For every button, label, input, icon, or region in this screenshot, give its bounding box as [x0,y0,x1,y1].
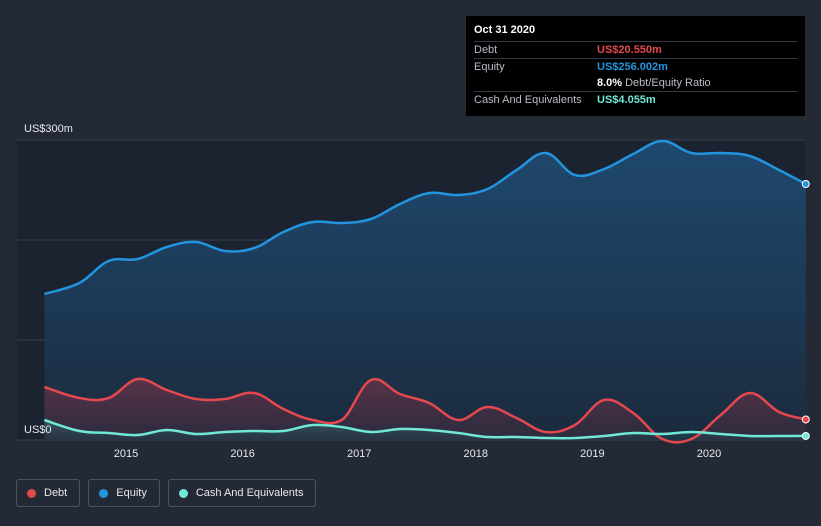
tooltip-cash-label: Cash And Equivalents [474,94,582,106]
tooltip-equity-value: US$256.002m [597,61,668,73]
tooltip-ratio-label: Debt/Equity Ratio [625,77,711,89]
legend-item-cash[interactable]: Cash And Equivalents [167,479,317,507]
legend-item-debt[interactable]: Debt [16,479,81,507]
legend-label-equity: Equity [116,487,147,499]
tooltip-debt-value: US$20.550m [597,44,662,56]
legend-label-debt: Debt [44,487,68,499]
x-tick-label: 2018 [464,448,488,460]
legend-label-cash: Cash And Equivalents [195,487,304,499]
x-tick-label: 2017 [347,448,371,460]
cash-line [44,418,806,440]
debt-dot-icon [27,488,36,498]
y-tick-label: US$0 [24,424,52,436]
debt-end-point [801,415,810,424]
legend-item-equity[interactable]: Equity [88,479,160,507]
equity-dot-icon [99,488,109,498]
x-tick-label: 2016 [230,448,254,460]
data-tooltip: Oct 31 2020 Debt US$20.550m Equity US$25… [466,16,805,116]
x-tick-label: 2020 [697,448,721,460]
equity-end-point [801,179,810,188]
tooltip-debt-label: Debt [474,44,498,56]
equity-line [44,139,807,296]
tooltip-cash-value: US$4.055m [597,94,656,106]
tooltip-row-equity: Equity US$256.002m [474,58,797,75]
tooltip-ratio-value: 8.0% [597,77,623,89]
debt-line [44,377,807,444]
tooltip-row-debt: Debt US$20.550m [474,41,797,58]
tooltip-ratio-row: 8.0% Debt/Equity Ratio [474,75,797,91]
tooltip-row-cash: Cash And Equivalents US$4.055m [474,91,797,108]
debt-area [44,378,806,443]
cash-dot-icon [178,488,188,498]
cash-end-point [801,431,810,440]
x-tick-label: 2015 [114,448,138,460]
y-tick-label: US$300m [24,123,73,135]
x-tick-label: 2019 [580,448,604,460]
tooltip-equity-label: Equity [474,61,505,73]
tooltip-date: Oct 31 2020 [474,24,536,36]
equity-area [44,140,806,440]
chart-legend: Debt Equity Cash And Equivalents [16,479,317,507]
